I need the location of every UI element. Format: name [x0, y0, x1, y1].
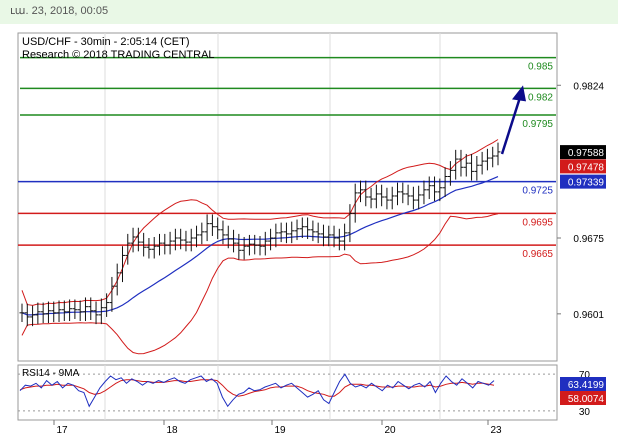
rsi-ma-line [19, 379, 495, 397]
rsi-panel [17, 364, 558, 421]
level-label: 0.9665 [522, 249, 553, 260]
x-tick-label: 20 [384, 425, 396, 436]
chart-title: USD/CHF - 30min - 2:05:14 (CET) [22, 36, 189, 48]
rsi-tag-label: 63.4199 [568, 380, 605, 391]
price-tag-label: 0.97339 [568, 178, 605, 189]
price-tag [560, 174, 606, 189]
x-tick-label: 23 [490, 425, 502, 436]
forecast-arrow-line [500, 96, 522, 155]
level-label: 0.9795 [522, 119, 553, 130]
level-label: 0.982 [528, 92, 553, 103]
rsi-tick-label: 70 [579, 370, 591, 381]
rsi-title: RSI14 - 9MA [22, 368, 80, 379]
level-label: 0.9695 [522, 217, 553, 228]
rsi-tick-label: 30 [579, 407, 591, 418]
rsi-tag-label: 58.0074 [568, 394, 605, 405]
x-tick-label: 19 [274, 425, 286, 436]
rsi-tag [560, 377, 606, 391]
y-tick-label: 0.9601 [573, 310, 604, 321]
chart-subtitle: Research © 2018 TRADING CENTRAL [22, 49, 215, 61]
price-tag [560, 145, 606, 160]
timestamp-label: ւա. 23, 2018, 00:05 [10, 5, 109, 17]
top-bar: ւա. 23, 2018, 00:05 [0, 0, 618, 24]
level-label: 0.985 [528, 62, 553, 73]
y-tick-label: 0.9824 [573, 81, 604, 92]
price-tag-label: 0.97478 [568, 162, 605, 173]
rsi-tag [560, 391, 606, 405]
price-tag [560, 159, 606, 174]
x-tick-label: 18 [166, 425, 178, 436]
price-tag-label: 0.97588 [568, 148, 605, 159]
forecast-arrow-head [512, 85, 526, 102]
rsi-line [19, 373, 495, 408]
x-tick-label: 17 [56, 425, 68, 436]
level-label: 0.9725 [522, 186, 553, 197]
y-tick-label: 0.9675 [573, 234, 604, 245]
